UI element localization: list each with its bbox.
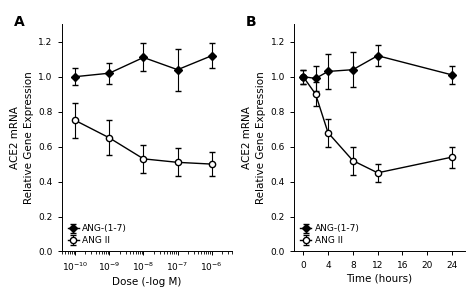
Legend: ANG-(1-7), ANG II: ANG-(1-7), ANG II — [299, 223, 361, 247]
Y-axis label: ACE2 mRNA
Relative Gene Expression: ACE2 mRNA Relative Gene Expression — [10, 72, 34, 204]
Text: B: B — [246, 15, 257, 29]
X-axis label: Time (hours): Time (hours) — [346, 274, 412, 284]
Y-axis label: ACE2 mRNA
Relative Gene Expression: ACE2 mRNA Relative Gene Expression — [242, 72, 266, 204]
X-axis label: Dose (-log M): Dose (-log M) — [112, 277, 182, 287]
Text: A: A — [14, 15, 25, 29]
Legend: ANG-(1-7), ANG II: ANG-(1-7), ANG II — [66, 223, 129, 247]
